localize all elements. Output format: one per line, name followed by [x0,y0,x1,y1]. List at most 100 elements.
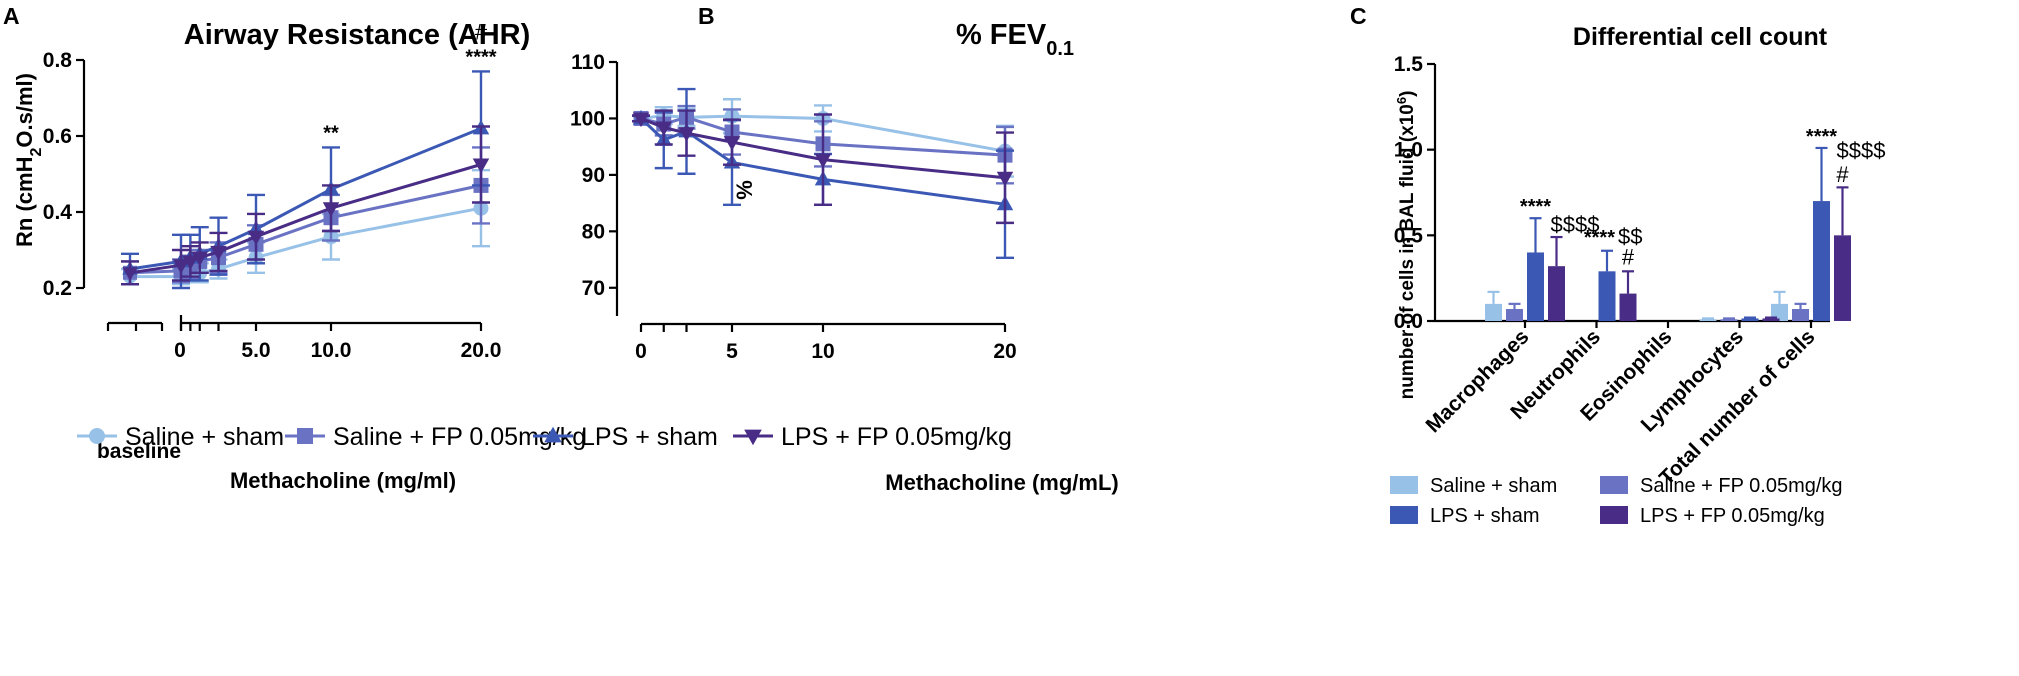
a-data-point [322,202,340,217]
legend-label: Saline + sham [125,423,284,451]
legend-c-swatch [1390,506,1418,524]
panel-b-letter: B [698,3,715,29]
panel-b-title: % FEV0.1 [956,19,1074,60]
c-y-tick-label: 0.5 [1394,224,1424,247]
panel-a-ylabel-tail: O.s/ml) [12,73,37,148]
a-baseline-point [122,267,138,281]
c-bar [1485,303,1502,321]
b-x-tick-label: 10 [811,340,834,363]
c-bar [1506,309,1523,321]
b-data-point [632,112,650,128]
c-category-label: Macrophages [1422,325,1534,437]
panel-c-letter: C [1350,3,1367,29]
legend-c-swatch [1390,476,1418,494]
c-bar [1598,271,1616,321]
c-annotation: **** [1584,227,1615,249]
a-annotation: **** [465,46,496,68]
legend-c-swatch [1600,506,1628,524]
a-x-tick-label: 20.0 [461,339,502,362]
legend-label: LPS + sham [581,423,718,451]
panel-a-ylabel-main: Rn (cmH [12,157,37,247]
panel-c-ylabel-main: number of cells in BAL fluid (x10 [1397,104,1418,399]
c-bar [1741,318,1759,321]
c-bar [1619,293,1637,321]
panel-c-ylabel: number of cells in BAL fluid (x106) [1394,91,1419,400]
c-annotation: $$$$ [1837,138,1886,163]
b-series-line [639,117,1006,206]
legend-marker [544,426,562,443]
panel-b-xlabel: Methacholine (mg/mL) [885,470,1118,495]
a-y-tick-label: 0.2 [43,277,72,300]
a-data-point [172,259,190,274]
a-x-tick-label: 5.0 [241,339,270,362]
panel-a-plot: 0.2 0.4 0.6 0.8 0 5.0 10.0 20.0 ** #**** [43,19,502,362]
a-y-tick-label: 0.6 [43,125,72,148]
c-y-tick-label: 1.0 [1394,139,1423,162]
panel-b: B % FEV0.1 % Methacholine (mg/mL) 70 80 90… [570,3,1119,495]
a-annotation: # [475,19,488,44]
panel-b-ylabel: % [732,180,757,200]
a-data-point [472,158,490,174]
legend-c-label: Saline + FP 0.05mg/kg [1640,475,1843,497]
b-x-tick-label: 20 [993,340,1016,363]
panel-a-ylabel-sub: 2 [28,148,45,157]
a-data-point [210,245,227,261]
c-annotation: **** [1520,196,1551,218]
panel-a-baseline-label: baseline [97,440,181,463]
a-data-point [182,255,199,271]
legend-label: LPS + FP 0.05mg/kg [781,423,1012,451]
legend-panel-c: Saline + sham Saline + FP 0.05mg/kg LPS + … [1390,475,1843,527]
b-x-tick-label: 5 [726,340,738,363]
a-x-tick-label: 0 [174,339,186,362]
legend-marker [89,428,105,444]
a-series-line-baseline [129,263,182,275]
c-bar [1699,319,1717,321]
c-annotation: # [1622,244,1635,269]
legend-marker [297,428,313,444]
b-y-tick-label: 100 [570,107,605,130]
panel-c-plot: 0.00.51.01.5MacrophagesNeutrophilsEosino… [1394,53,1886,490]
legend-c-label: LPS + FP 0.05mg/kg [1640,505,1825,527]
c-annotation: **** [1806,126,1837,148]
panel-c-ylabel-tail: ) [1397,91,1418,97]
a-y-tick-label: 0.4 [43,201,73,224]
b-y-tick-label: 90 [582,164,605,187]
panel-a-letter: A [3,3,20,29]
c-bar [1813,201,1830,321]
a-data-point [247,230,265,246]
a-y-tick-label: 0.8 [43,49,73,72]
legend-marker [744,429,762,446]
a-data-point [191,251,208,267]
b-data-point [655,121,672,137]
c-bar [1762,318,1780,321]
b-x-tick-label: 0 [635,340,647,363]
panel-b-title-sub: 0.1 [1046,38,1074,60]
panel-a: A Airway Resistance (AHR) Rn (cmH2O.s/ml… [3,3,530,493]
a-series-line-baseline [129,259,182,271]
panel-c: C Differential cell count number of cell… [1350,3,1885,490]
c-y-tick-label: 0.0 [1394,310,1423,333]
c-bar [1834,235,1851,321]
c-bar [1527,252,1544,321]
c-bar [1548,266,1565,321]
legend-c-swatch [1600,476,1628,494]
panel-c-ylabel-sup: 6 [1394,97,1409,104]
panel-b-title-main: % FEV [956,19,1047,51]
panel-c-title: Differential cell count [1573,23,1828,51]
c-bar [1792,309,1809,321]
b-y-tick-label: 110 [571,51,605,74]
a-annotation: ** [323,122,339,144]
panel-b-plot: 70 80 90 100 110 0 5 10 20 [570,51,1017,363]
b-data-point [678,127,695,142]
b-data-point [814,153,832,169]
legend-c-label: Saline + sham [1430,475,1557,497]
b-y-tick-label: 70 [582,277,605,300]
b-data-point [723,136,741,151]
panel-a-ylabel: Rn (cmH2O.s/ml) [12,73,45,247]
c-y-tick-label: 1.5 [1394,53,1424,76]
a-x-tick-label: 10.0 [311,339,352,362]
b-y-tick-label: 80 [582,220,605,243]
c-bar [1720,319,1738,321]
